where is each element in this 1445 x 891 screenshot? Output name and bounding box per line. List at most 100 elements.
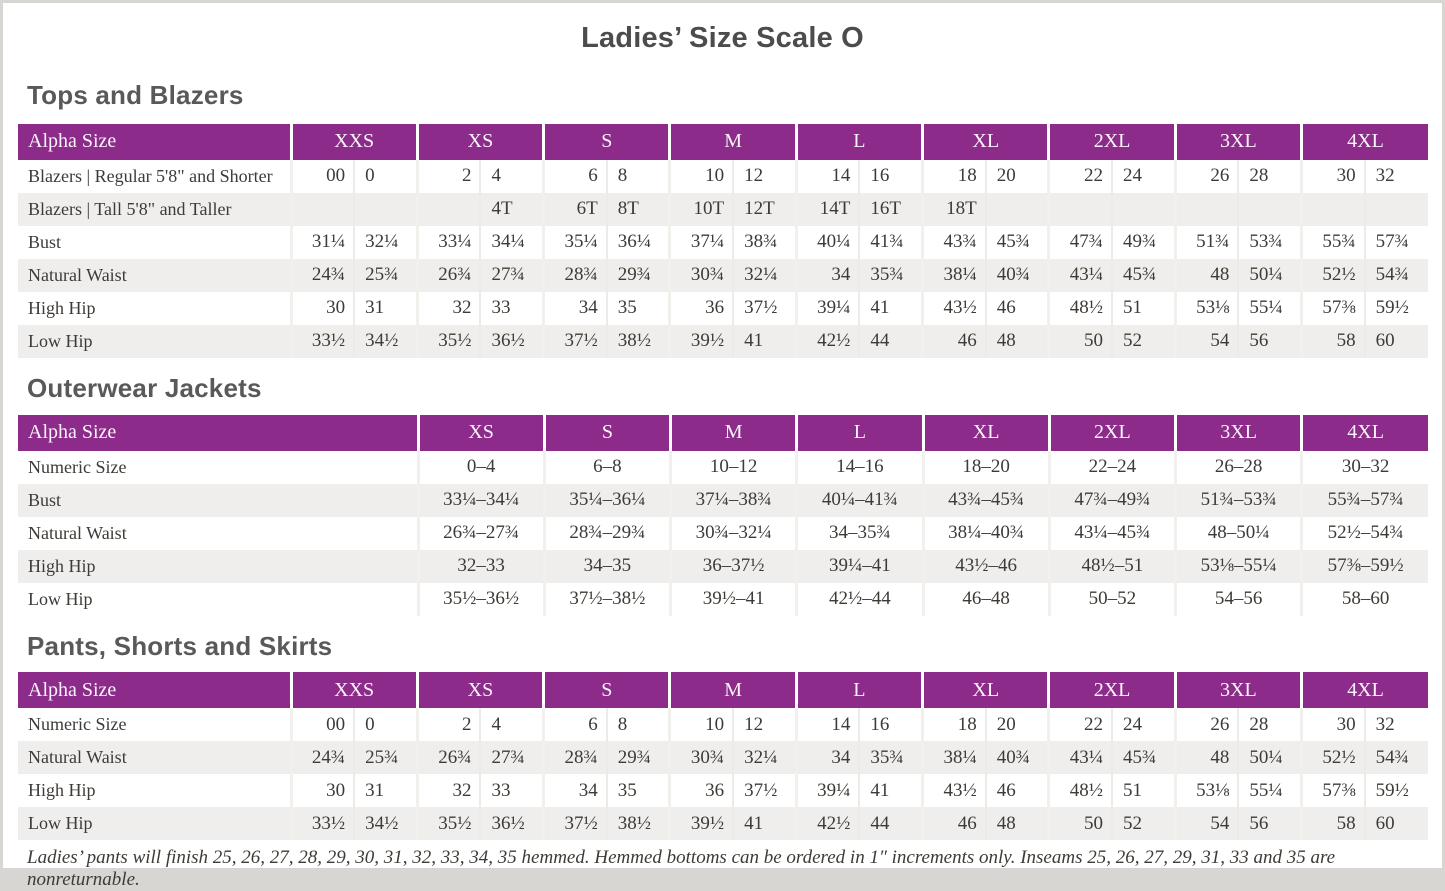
- size-cell: 14–16: [795, 450, 923, 484]
- size-cell: 46: [984, 291, 1049, 325]
- size-cell: 58: [1299, 324, 1365, 358]
- size-cell: 30¾: [668, 258, 734, 292]
- size-cell: 32¼: [732, 258, 797, 292]
- size-cell: 48: [1173, 741, 1239, 775]
- size-header-l: L: [794, 123, 923, 160]
- size-cell: 46: [921, 324, 986, 358]
- size-header-2xl: 2XL: [1047, 414, 1176, 451]
- size-cell: 51¾: [1173, 225, 1239, 259]
- size-cell: 52: [1111, 807, 1176, 841]
- row-label: Blazers | Regular 5'8" and Shorter: [28, 165, 273, 186]
- size-cell: 36½: [479, 324, 544, 358]
- size-cell: 42½–44: [795, 582, 923, 616]
- size-cell: 26–28: [1173, 450, 1302, 484]
- row-label: Bust: [28, 489, 62, 510]
- size-cell: 26: [1173, 708, 1239, 742]
- size-cell: 34: [542, 774, 607, 808]
- size-cell: 00: [289, 708, 355, 742]
- size-cell: [415, 192, 481, 226]
- size-cell: 8: [605, 708, 670, 742]
- table-row: High Hip 30 31 32 33 34 35 36 37½ 39¼ 41 43½ 46 48½ 51…: [18, 291, 1428, 325]
- size-cell: [984, 192, 1049, 226]
- size-cell: 45¾: [1111, 741, 1176, 775]
- size-cell: 0: [353, 159, 418, 193]
- size-cell: 43¼: [1047, 741, 1113, 775]
- size-cell: 50: [1047, 324, 1113, 358]
- size-cell: [1363, 192, 1428, 226]
- size-cell: 34½: [353, 807, 418, 841]
- size-cell: 32: [415, 774, 481, 808]
- size-cell: 26: [1173, 159, 1239, 193]
- size-cell: [1047, 192, 1113, 226]
- size-cell: 4: [479, 159, 544, 193]
- size-cell: [1111, 192, 1176, 226]
- size-cell: 10: [668, 708, 734, 742]
- size-header-xs: XS: [415, 672, 544, 709]
- alpha-size-header: Alpha Size: [18, 672, 291, 709]
- size-cell: 31: [353, 291, 418, 325]
- section-tops-and-blazers: Tops and Blazers Alpha Size XXS XS S M L XL 2XL…: [3, 80, 1442, 358]
- size-cell: 10: [668, 159, 734, 193]
- size-cell: [353, 192, 418, 226]
- size-cell: 31¼: [289, 225, 355, 259]
- row-label: Numeric Size: [28, 456, 127, 477]
- size-cell: 38½: [605, 807, 670, 841]
- size-cell: 22: [1047, 159, 1113, 193]
- size-cell: 37¼: [668, 225, 734, 259]
- size-cell: 32¼: [353, 225, 418, 259]
- size-cell: 43½–46: [921, 549, 1050, 583]
- footnote: Ladies’ pants will finish 25, 26, 27, 28…: [27, 847, 1336, 891]
- size-cell: 32: [1363, 159, 1428, 193]
- size-cell: 39½: [668, 324, 734, 358]
- tops-and-blazers-table: Alpha Size XXS XS S M L XL 2XL 3XL 4XL Blazers | R…: [3, 123, 1442, 358]
- size-cell: 57⅜: [1299, 291, 1365, 325]
- size-cell: 37½: [732, 291, 797, 325]
- size-header-xs: XS: [416, 414, 545, 451]
- size-header-m: M: [668, 414, 797, 451]
- size-cell: 41: [732, 807, 797, 841]
- size-header-xl: XL: [921, 672, 1049, 709]
- size-cell: 0–4: [416, 450, 545, 484]
- size-cell: 33½: [289, 324, 355, 358]
- size-header-xxs: XXS: [289, 672, 418, 709]
- size-cell: 18T: [921, 192, 986, 226]
- size-header-l: L: [795, 414, 923, 451]
- size-cell: 59½: [1363, 291, 1428, 325]
- size-cell: 28¾: [542, 258, 607, 292]
- size-cell: 36: [668, 291, 734, 325]
- size-cell: 34: [542, 291, 607, 325]
- size-header-4xl: 4XL: [1300, 123, 1428, 160]
- size-cell: 55¾–57¾: [1300, 483, 1428, 517]
- size-cell: 48: [1173, 258, 1239, 292]
- size-header-4xl: 4XL: [1300, 414, 1428, 451]
- size-cell: 29¾: [605, 741, 670, 775]
- size-cell: 30–32: [1300, 450, 1428, 484]
- size-cell: 51¾–53¾: [1173, 483, 1302, 517]
- size-cell: 46: [921, 807, 986, 841]
- size-cell: 58: [1299, 807, 1365, 841]
- row-label: High Hip: [28, 780, 96, 801]
- size-cell: 8: [605, 159, 670, 193]
- size-cell: 35½: [415, 807, 481, 841]
- size-cell: 30: [289, 774, 355, 808]
- size-cell: 48½–51: [1047, 549, 1176, 583]
- size-cell: 25¾: [353, 741, 418, 775]
- size-cell: [1299, 192, 1365, 226]
- table-row: Low Hip 35½–36½ 37½–38½ 39½–41 42½–44 46–48 50…: [18, 582, 1428, 616]
- size-cell: 36¼: [605, 225, 670, 259]
- size-cell: 16: [858, 708, 923, 742]
- size-cell: 35¾: [858, 258, 923, 292]
- size-cell: 33¼: [415, 225, 481, 259]
- size-cell: 16: [858, 159, 923, 193]
- size-header-xxs: XXS: [289, 123, 418, 160]
- size-header-3xl: 3XL: [1173, 672, 1302, 709]
- size-cell: 39¼: [794, 291, 860, 325]
- table-row: Blazers | Tall 5'8" and Taller 4T 6T 8T 10T 1…: [18, 192, 1428, 226]
- size-cell: 43¼: [1047, 258, 1113, 292]
- size-cell: 51: [1111, 291, 1176, 325]
- size-cell: 31: [353, 774, 418, 808]
- size-cell: 41¾: [858, 225, 923, 259]
- table-row: Bust 31¼ 32¼ 33¼ 34¼ 35¼ 36¼ 37¼ 38¾ 40¼ 41¾ 43¾ 45¾…: [18, 225, 1428, 259]
- size-cell: 36: [668, 774, 734, 808]
- size-cell: 52½–54¾: [1300, 516, 1428, 550]
